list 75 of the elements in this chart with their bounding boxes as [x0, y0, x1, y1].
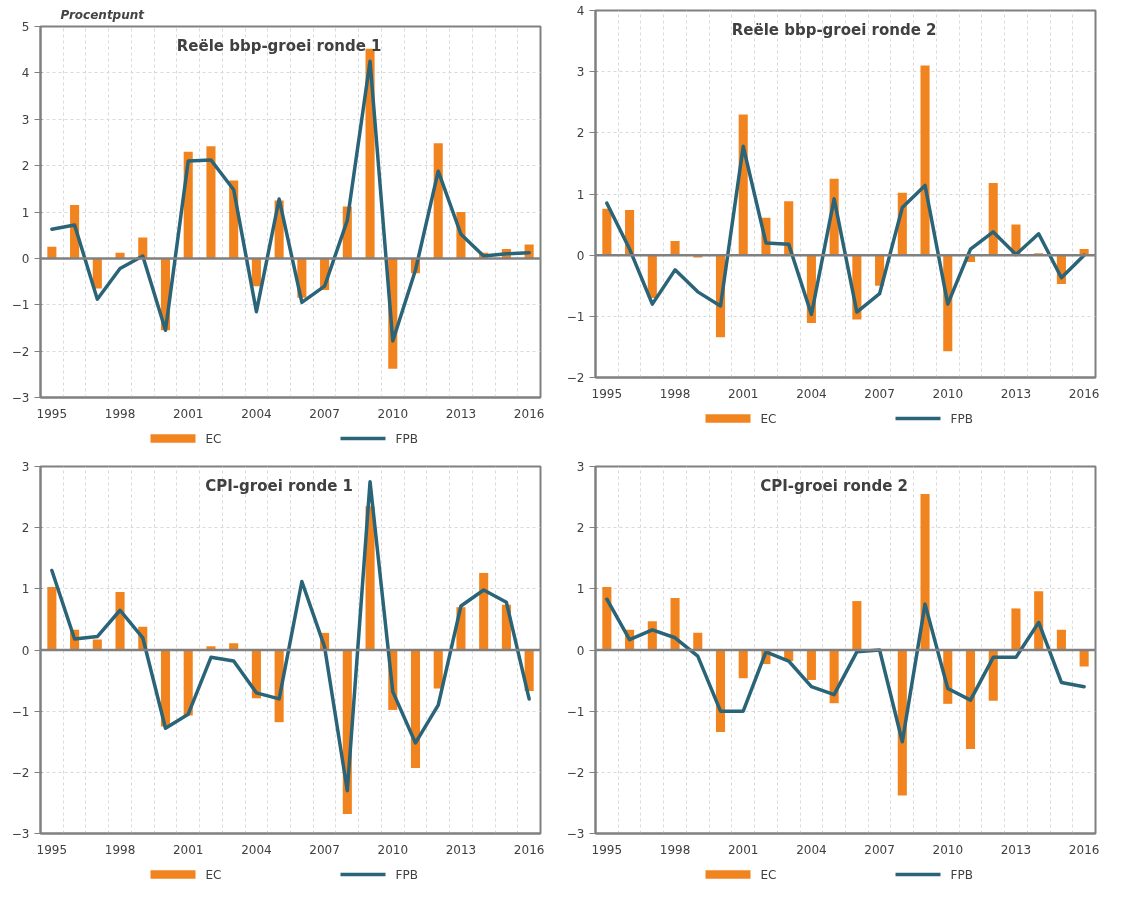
- legend-label: FPB: [950, 411, 973, 426]
- legend-label: EC: [760, 867, 777, 882]
- y-tick-label: 4: [576, 4, 585, 18]
- x-tick-label: 2013: [1000, 842, 1032, 857]
- y-tick-label: 2: [21, 159, 30, 174]
- x-tick-label: 1995: [36, 842, 68, 857]
- text: CPI-groei ronde 1: [205, 476, 354, 495]
- y-tick-label: −2: [11, 344, 30, 359]
- y-tick-label: −3: [11, 827, 30, 841]
- y-tick-label: −2: [566, 371, 585, 385]
- y-tick-label: −1: [11, 704, 30, 719]
- x-tick-label: 2010: [932, 842, 964, 857]
- y-tick-label: 3: [576, 65, 585, 80]
- x-tick-label: 2004: [241, 842, 272, 857]
- x-tick-label: 1995: [591, 842, 623, 857]
- y-tick-label: 1: [21, 205, 30, 220]
- x-tick-label: 2007: [864, 386, 895, 401]
- x-tick-label: 2010: [377, 842, 409, 857]
- x-tick-label: 2001: [172, 842, 204, 857]
- y-tick-label: 0: [576, 643, 585, 658]
- y-tick-label: −1: [566, 704, 585, 719]
- x-tick-label: 2007: [864, 842, 895, 857]
- x-tick-label: 2007: [309, 842, 340, 857]
- x-tick-label: 1995: [36, 406, 68, 421]
- y-tick-label: −3: [566, 827, 585, 841]
- y-tick-label: 3: [21, 112, 30, 127]
- x-tick-label: 2004: [241, 406, 272, 421]
- y-tick-label: 3: [576, 460, 585, 474]
- legend-label: EC: [205, 431, 222, 446]
- x-tick-label: 2001: [727, 842, 759, 857]
- y-tick-label: 4: [21, 66, 30, 81]
- text: Procentpunt: [60, 7, 146, 22]
- y-tick-label: 1: [576, 582, 585, 597]
- y-tick-label: 2: [21, 521, 30, 536]
- legend-label: FPB: [395, 867, 418, 882]
- x-tick-label: 2013: [1000, 386, 1032, 401]
- y-tick-label: 1: [576, 187, 585, 202]
- x-tick-label: 2016: [1068, 842, 1100, 857]
- y-tick-label: −3: [11, 391, 30, 405]
- y-tick-label: −1: [11, 298, 30, 313]
- legend-label: FPB: [950, 867, 973, 882]
- y-tick-label: 2: [576, 126, 585, 141]
- y-tick-label: 2: [576, 521, 585, 536]
- y-tick-label: −2: [566, 765, 585, 780]
- x-tick-label: 1998: [104, 842, 136, 857]
- x-tick-label: 2013: [445, 406, 477, 421]
- x-tick-label: 2001: [727, 386, 759, 401]
- x-tick-label: 2004: [796, 386, 827, 401]
- legend-label: EC: [205, 867, 222, 882]
- x-tick-label: 2016: [513, 842, 545, 857]
- x-tick-label: 1998: [104, 406, 136, 421]
- x-tick-label: 2013: [445, 842, 477, 857]
- y-tick-label: −1: [566, 309, 585, 324]
- y-tick-label: −2: [11, 765, 30, 780]
- x-tick-label: 1995: [591, 386, 623, 401]
- y-tick-label: 3: [21, 460, 30, 474]
- x-tick-label: 2004: [796, 842, 827, 857]
- text: Reële bbp-groei ronde 2: [731, 20, 937, 39]
- x-tick-label: 1998: [659, 386, 691, 401]
- y-tick-label: 0: [576, 248, 585, 263]
- y-tick-label: 5: [21, 20, 30, 34]
- legend-label: FPB: [395, 431, 418, 446]
- x-tick-label: 2001: [172, 406, 204, 421]
- x-tick-label: 2016: [513, 406, 545, 421]
- x-tick-label: 2010: [377, 406, 409, 421]
- y-tick-label: 1: [21, 582, 30, 597]
- text: CPI-groei ronde 2: [760, 476, 909, 495]
- x-tick-label: 2010: [932, 386, 964, 401]
- y-tick-label: 0: [21, 643, 30, 658]
- x-tick-label: 2016: [1068, 386, 1100, 401]
- text: Reële bbp-groei ronde 1: [176, 36, 382, 55]
- legend-label: EC: [760, 411, 777, 426]
- x-tick-label: 2007: [309, 406, 340, 421]
- x-tick-label: 1998: [659, 842, 691, 857]
- y-tick-label: 0: [21, 251, 30, 266]
